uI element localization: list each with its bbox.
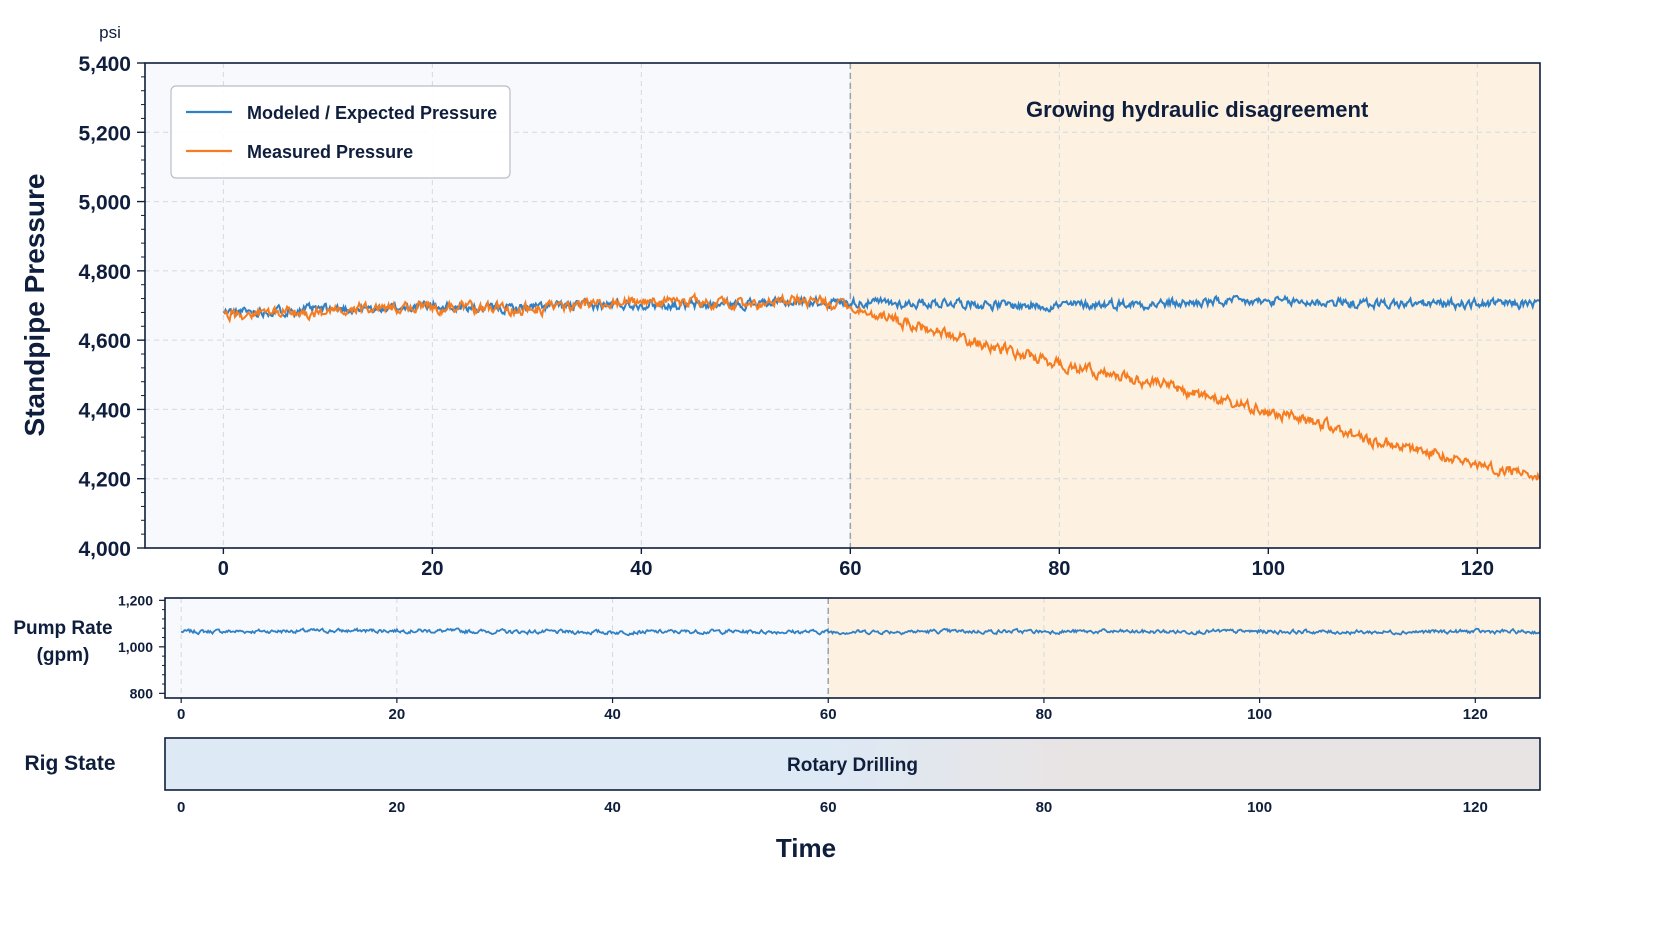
x-tick-label: 60 [839,558,861,580]
pump-y-axis-label-line2: (gpm) [37,645,90,666]
x-tick-label: 0 [218,558,229,580]
pump-y-tick-label: 800 [130,685,154,701]
pump-x-tick-label: 60 [820,706,837,723]
y-tick-label: 5,200 [78,122,131,145]
legend-label-modeled: Modeled / Expected Pressure [247,103,497,123]
x-tick-label: 120 [1461,558,1494,580]
y-tick-label: 4,800 [78,261,131,284]
rig-state-bar [164,737,1541,791]
legend-box [170,85,511,179]
pump-normal-region-bg [165,598,829,698]
pump-plot-frame [164,597,1541,699]
measured-pressure-line [222,291,1541,482]
y-tick-label: 4,200 [78,469,131,492]
pump-rate-line [180,627,1541,637]
y-tick-label: 4,000 [78,538,131,561]
rig-x-tick-label: 60 [820,799,837,816]
pump-x-tick-label: 100 [1247,706,1272,723]
y-axis-label: Standpipe Pressure [19,174,50,437]
modeled-pressure-line [222,294,1541,320]
rig-state-axis-label: Rig State [24,752,115,775]
rig-x-tick-label: 120 [1463,799,1488,816]
pump-y-axis-label-line1: Pump Rate [13,618,112,639]
pump-x-tick-label: 20 [389,706,406,723]
rig-x-tick-label: 80 [1036,799,1053,816]
x-tick-label: 20 [421,558,443,580]
rig-x-tick-label: 20 [389,799,406,816]
y-tick-label: 4,600 [78,330,131,353]
rig-x-tick-label: 100 [1247,799,1272,816]
y-tick-label: 5,400 [78,53,131,76]
legend-label-measured: Measured Pressure [247,142,413,162]
rig-x-tick-label: 40 [604,799,621,816]
y-tick-label: 5,000 [78,192,131,215]
pump-disagreement-region-bg [828,598,1540,698]
y-unit-label: psi [99,23,121,42]
pump-x-tick-label: 120 [1463,706,1488,723]
x-tick-label: 100 [1252,558,1285,580]
pump-x-tick-label: 0 [177,706,185,723]
pump-x-tick-label: 80 [1036,706,1053,723]
rig-state-label: Rotary Drilling [787,755,918,776]
main-plot-frame [144,62,1541,549]
pump-x-tick-label: 40 [604,706,621,723]
x-tick-label: 40 [630,558,652,580]
region-annotation: Growing hydraulic disagreement [1026,97,1369,122]
x-axis-label: Time [776,833,836,863]
rig-x-tick-label: 0 [177,799,185,816]
pump-y-tick-label: 1,200 [118,592,153,608]
x-tick-label: 80 [1048,558,1070,580]
pump-y-tick-label: 1,000 [118,639,153,655]
y-tick-label: 4,400 [78,399,131,422]
